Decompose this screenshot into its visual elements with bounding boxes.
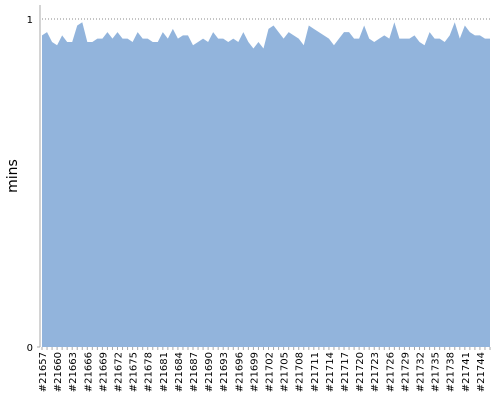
x-tick-label: #21726: [385, 352, 396, 392]
x-tick-label: #21732: [416, 352, 427, 392]
x-tick-label: #21708: [295, 352, 306, 392]
x-tick-label: #21657: [38, 352, 49, 392]
x-tick-label: #21681: [159, 352, 170, 392]
x-tick-label: #21684: [174, 352, 185, 392]
x-tick-label: #21693: [219, 352, 230, 392]
x-tick-label: #21729: [400, 352, 411, 392]
y-axis-label: mins: [5, 159, 21, 193]
y-tick-label: 1: [27, 15, 33, 26]
x-tick-label: #21723: [370, 352, 381, 392]
x-tick-label: #21744: [476, 352, 487, 392]
x-tick-label: #21711: [310, 352, 321, 392]
x-tick-label: #21735: [431, 352, 442, 392]
x-tick-label: #21705: [280, 352, 291, 392]
x-tick-label: #21672: [114, 352, 125, 392]
x-tick-label: #21687: [189, 352, 200, 392]
x-tick-label: #21663: [68, 352, 79, 392]
x-tick-label: #21660: [53, 352, 64, 392]
x-tick-label: #21696: [234, 352, 245, 392]
x-tick-label: #21666: [83, 352, 94, 392]
x-tick-label: #21669: [98, 352, 109, 392]
x-tick-label: #21690: [204, 352, 215, 392]
x-tick-label: #21699: [249, 352, 260, 392]
x-tick-label: #21738: [446, 352, 457, 392]
area: [42, 22, 490, 348]
x-tick-label: #21714: [325, 352, 336, 392]
y-tick-label: 0: [27, 343, 33, 354]
x-tick-label: #21675: [129, 352, 140, 392]
x-tick-label: #21741: [461, 352, 472, 392]
x-tick-label: #21702: [265, 352, 276, 392]
x-tick-label: #21720: [355, 352, 366, 392]
x-tick-label: #21678: [144, 352, 155, 392]
x-tick-label: #21717: [340, 352, 351, 392]
